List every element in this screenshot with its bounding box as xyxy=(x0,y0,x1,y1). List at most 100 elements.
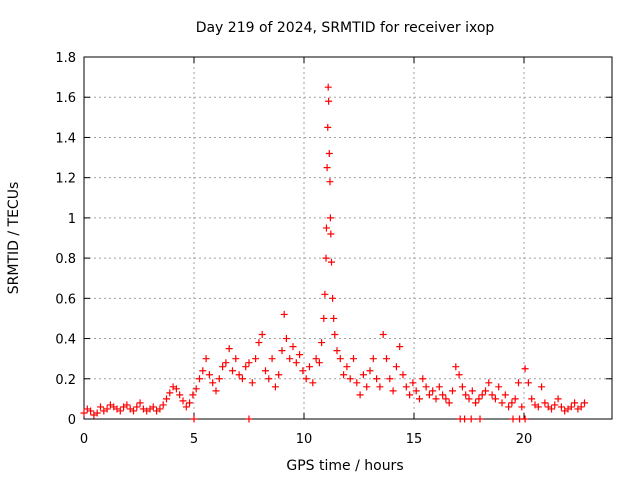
data-point xyxy=(242,363,250,371)
data-point xyxy=(386,375,394,383)
data-point xyxy=(248,379,256,387)
data-point xyxy=(199,367,207,375)
data-point xyxy=(116,407,124,415)
data-point xyxy=(123,401,131,409)
y-tick-label: 0 xyxy=(68,413,76,428)
data-point xyxy=(321,290,329,298)
data-point xyxy=(363,383,371,391)
data-point xyxy=(306,363,313,371)
data-point xyxy=(419,375,427,383)
data-point xyxy=(343,363,351,371)
data-point xyxy=(275,371,283,379)
data-point xyxy=(478,391,486,399)
data-point xyxy=(182,403,190,411)
data-point xyxy=(346,375,354,383)
x-tick-label: 0 xyxy=(80,432,88,447)
data-point xyxy=(353,379,361,387)
data-point xyxy=(258,331,266,339)
data-point xyxy=(309,379,317,387)
data-point xyxy=(190,415,198,423)
data-point xyxy=(327,230,335,238)
data-point xyxy=(320,314,328,322)
data-point xyxy=(172,385,180,393)
data-point xyxy=(495,383,503,391)
data-point xyxy=(340,371,348,379)
data-point xyxy=(455,371,463,379)
y-tick-label: 0.2 xyxy=(55,373,76,388)
data-point xyxy=(265,375,273,383)
data-point xyxy=(508,399,516,407)
data-point xyxy=(229,367,236,375)
data-point xyxy=(93,409,101,417)
data-point xyxy=(482,387,489,395)
data-point xyxy=(322,254,330,262)
data-point xyxy=(333,347,341,355)
data-point xyxy=(189,391,197,399)
data-point xyxy=(238,375,246,383)
data-point xyxy=(318,339,326,347)
data-point xyxy=(396,343,404,351)
data-point xyxy=(302,375,310,383)
data-point xyxy=(452,363,460,371)
y-tick-label: 1.6 xyxy=(55,91,76,106)
data-point xyxy=(330,314,338,322)
data-point xyxy=(350,355,357,363)
data-point xyxy=(133,403,141,411)
data-point xyxy=(518,403,526,411)
data-point xyxy=(215,375,223,383)
data-point xyxy=(232,355,240,363)
data-point xyxy=(225,345,233,353)
y-tick-label: 0.4 xyxy=(55,333,76,348)
x-tick-label: 10 xyxy=(296,432,313,447)
x-axis-label: GPS time / hours xyxy=(286,458,403,474)
data-point xyxy=(289,343,297,351)
data-point xyxy=(445,399,453,407)
data-point xyxy=(379,331,387,339)
data-point xyxy=(571,399,579,407)
data-point xyxy=(336,355,344,363)
data-point xyxy=(554,395,562,403)
data-point xyxy=(296,351,304,359)
data-point xyxy=(282,335,290,343)
data-point xyxy=(515,379,522,387)
data-point xyxy=(202,355,210,363)
data-point xyxy=(159,401,167,409)
data-point xyxy=(435,383,443,391)
data-point xyxy=(252,355,260,363)
data-point xyxy=(509,415,517,423)
data-point xyxy=(219,363,227,371)
data-point xyxy=(422,383,430,391)
data-point xyxy=(268,355,276,363)
data-point xyxy=(324,83,332,91)
data-point xyxy=(521,415,529,423)
data-point xyxy=(528,395,536,403)
data-point xyxy=(442,395,450,403)
data-point xyxy=(271,383,279,391)
data-point xyxy=(222,359,230,367)
data-point xyxy=(461,415,469,423)
data-point xyxy=(326,214,334,222)
data-point xyxy=(476,415,484,423)
data-point xyxy=(286,355,294,363)
data-point xyxy=(156,405,164,413)
x-tick-label: 5 xyxy=(190,432,198,447)
data-point xyxy=(449,387,456,395)
data-point xyxy=(331,331,339,339)
data-point xyxy=(166,389,174,397)
data-point xyxy=(328,258,335,266)
data-point xyxy=(498,399,506,407)
data-point xyxy=(491,395,499,403)
data-point xyxy=(179,397,187,405)
data-point xyxy=(376,383,384,391)
y-tick-label: 1.8 xyxy=(55,51,76,66)
data-point xyxy=(551,401,559,409)
data-point xyxy=(255,339,263,347)
plot-frame xyxy=(83,56,613,420)
y-tick-label: 1 xyxy=(68,212,76,227)
data-point xyxy=(323,164,331,172)
data-point xyxy=(392,363,400,371)
data-point xyxy=(521,365,529,373)
data-point xyxy=(136,399,144,407)
y-tick-label: 1.2 xyxy=(55,172,76,187)
